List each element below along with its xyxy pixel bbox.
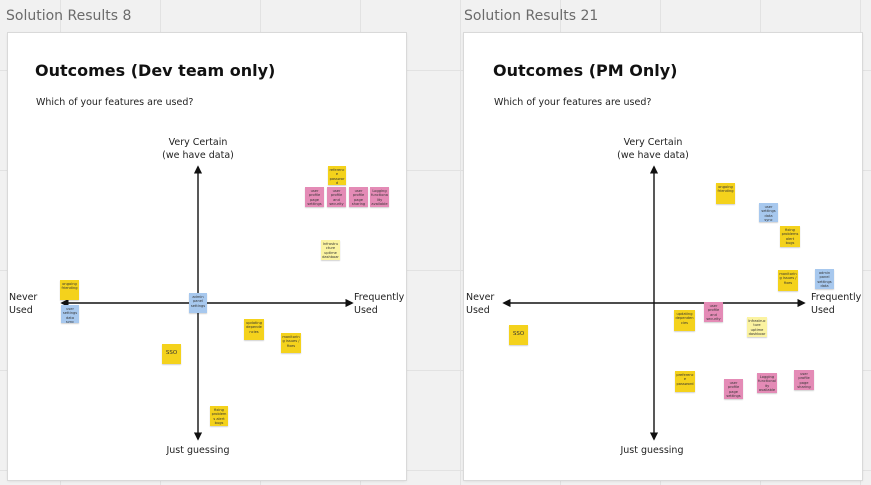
sticky-note[interactable]: monitoring issues / fixes xyxy=(281,333,301,353)
axis-label-top: Very Certain (we have data) xyxy=(162,137,234,161)
sticky-note[interactable]: SSO xyxy=(509,325,528,345)
sticky-note[interactable]: updating dependencies xyxy=(244,319,264,340)
axis-label-left: Never Used xyxy=(9,292,38,316)
sticky-note[interactable]: user profile page settings notifications xyxy=(305,187,324,207)
axis-label-right: Frequently Used xyxy=(354,292,405,316)
sticky-note[interactable]: SSO xyxy=(162,344,181,364)
sticky-note[interactable]: monitoring issues / fixes xyxy=(778,270,798,291)
frame-title: Outcomes (PM Only) xyxy=(493,61,678,80)
axes xyxy=(60,165,354,441)
sticky-note[interactable]: reference password xyxy=(328,166,346,185)
sticky-note[interactable]: user profile page sharing xyxy=(349,187,368,207)
sticky-note[interactable]: Infrastructure uptime dashboards control… xyxy=(747,317,767,337)
frame-label[interactable]: Solution Results 21 xyxy=(464,8,599,24)
sticky-note[interactable]: ongoing friending xyxy=(716,183,735,204)
sticky-note[interactable]: user profile page settings notifications xyxy=(724,379,743,399)
frame-label[interactable]: Solution Results 8 xyxy=(6,8,132,24)
sticky-note[interactable]: admin panel settings data xyxy=(815,269,834,289)
axis-label-right: Frequently Used xyxy=(811,292,862,316)
sticky-note[interactable]: user settings data sync notifications xyxy=(61,305,79,323)
sticky-note[interactable]: ongoing friending xyxy=(60,280,79,300)
sticky-note[interactable]: user profile and security setup xyxy=(327,187,346,207)
sticky-note[interactable]: user profile page sharing xyxy=(794,370,814,390)
sticky-note[interactable]: preference password xyxy=(675,371,695,392)
sticky-note[interactable]: Infrastructure uptime dashboards control… xyxy=(321,240,340,260)
sticky-note[interactable]: user profile and security setup xyxy=(704,302,723,322)
sticky-note[interactable]: updating dependencies xyxy=(674,310,695,331)
axis-label-bottom: Just guessing xyxy=(166,445,230,456)
whiteboard-frame-dev[interactable]: Outcomes (Dev team only) Which of your f… xyxy=(8,33,406,480)
axis-label-left: Never Used xyxy=(466,292,495,316)
axes xyxy=(502,165,806,441)
axis-label-bottom: Just guessing xyxy=(620,445,684,456)
sticky-note[interactable]: Logging functionality available 10 - 20 xyxy=(757,373,777,393)
sticky-note[interactable]: fixing problems alert bugs xyxy=(780,226,800,247)
sticky-note[interactable]: Logging functionality available 10 - 20 xyxy=(370,187,389,207)
sticky-note[interactable]: fixing problems alert bugs xyxy=(210,406,228,426)
frame-question: Which of your features are used? xyxy=(36,97,194,108)
sticky-note[interactable]: user settings data sync notifications xyxy=(759,203,778,222)
frame-question: Which of your features are used? xyxy=(494,97,652,108)
sticky-note[interactable]: admin panel settings xyxy=(189,293,207,313)
axis-label-top: Very Certain (we have data) xyxy=(617,137,689,161)
whiteboard-frame-pm[interactable]: Outcomes (PM Only) Which of your feature… xyxy=(464,33,862,480)
frame-title: Outcomes (Dev team only) xyxy=(35,61,276,80)
